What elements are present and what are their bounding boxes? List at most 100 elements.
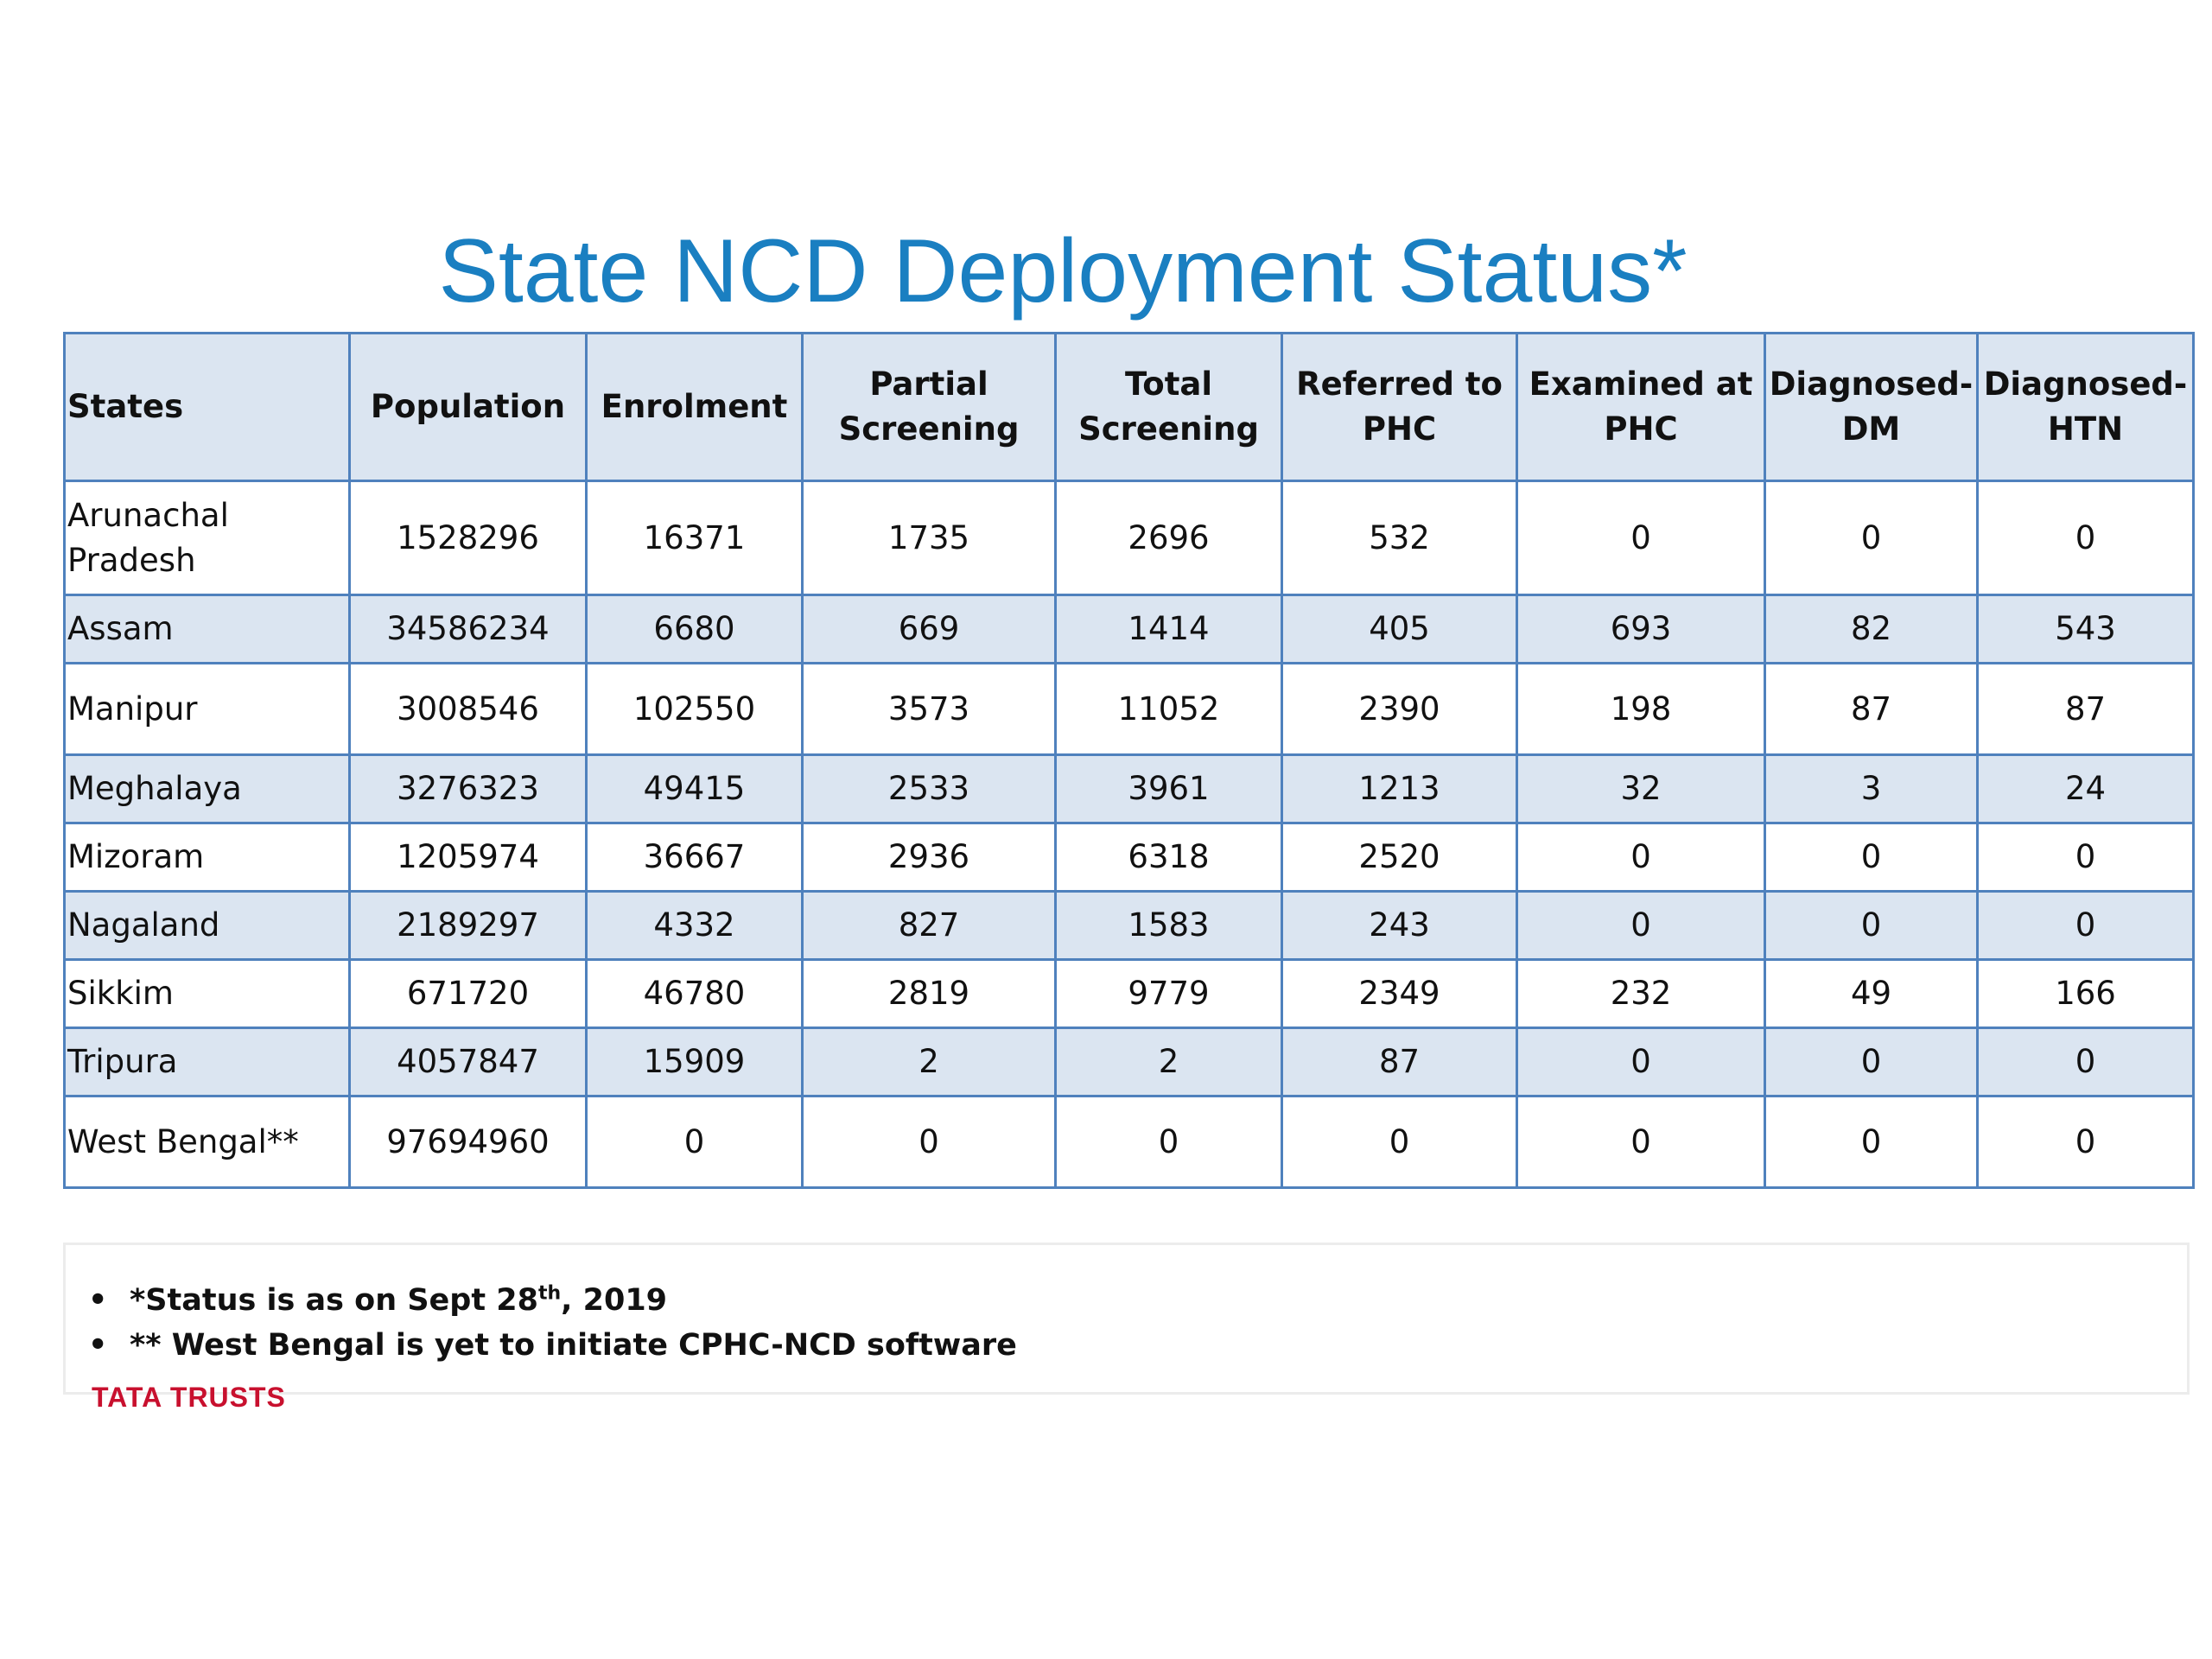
table-row: Nagaland 2189297 4332 827 1583 243 0 0 0: [63, 890, 2195, 961]
state-cell: Tripura: [63, 1027, 351, 1097]
state-cell: West Bengal**: [63, 1095, 351, 1189]
referred-cell: 1213: [1281, 753, 1518, 824]
population-cell: 3008546: [348, 662, 588, 756]
enrolment-cell: 6680: [585, 594, 804, 664]
referred-cell: 2390: [1281, 662, 1518, 756]
examined-cell: 232: [1516, 958, 1766, 1029]
bullet-icon: •: [88, 1283, 108, 1318]
state-cell: Sikkim: [63, 958, 351, 1029]
footnote-status-date: • *Status is as on Sept 28th, 2019: [88, 1278, 1017, 1323]
header-enrolment: Enrolment: [585, 332, 804, 482]
table-row: Meghalaya 3276323 49415 2533 3961 1213 3…: [63, 753, 2195, 824]
partial-screening-cell: 827: [801, 890, 1057, 961]
total-screening-cell: 0: [1054, 1095, 1283, 1189]
examined-cell: 0: [1516, 480, 1766, 596]
enrolment-cell: 16371: [585, 480, 804, 596]
state-cell: Meghalaya: [63, 753, 351, 824]
table-row: Arunachal Pradesh 1528296 16371 1735 2696…: [63, 480, 2195, 596]
examined-cell: 198: [1516, 662, 1766, 756]
population-cell: 1528296: [348, 480, 588, 596]
total-screening-cell: 1414: [1054, 594, 1283, 664]
header-diagnosed-dm: Diagnosed- DM: [1764, 332, 1979, 482]
state-cell: Arunachal Pradesh: [63, 480, 351, 596]
total-screening-cell: 9779: [1054, 958, 1283, 1029]
partial-screening-cell: 0: [801, 1095, 1057, 1189]
population-cell: 671720: [348, 958, 588, 1029]
diagnosed-htn-cell: 0: [1976, 1095, 2195, 1189]
enrolment-cell: 15909: [585, 1027, 804, 1097]
population-cell: 4057847: [348, 1027, 588, 1097]
examined-cell: 0: [1516, 890, 1766, 961]
header-diagnosed-htn: Diagnosed- HTN: [1976, 332, 2195, 482]
diagnosed-dm-cell: 0: [1764, 890, 1979, 961]
examined-cell: 0: [1516, 1027, 1766, 1097]
diagnosed-htn-cell: 543: [1976, 594, 2195, 664]
examined-cell: 693: [1516, 594, 1766, 664]
partial-screening-cell: 2936: [801, 822, 1057, 893]
examined-cell: 0: [1516, 822, 1766, 893]
table-row: Assam 34586234 6680 669 1414 405 693 82 …: [63, 594, 2195, 664]
partial-screening-cell: 2: [801, 1027, 1057, 1097]
bullet-icon: •: [88, 1328, 108, 1363]
header-referred-to-phc: Referred to PHC: [1281, 332, 1518, 482]
enrolment-cell: 46780: [585, 958, 804, 1029]
population-cell: 3276323: [348, 753, 588, 824]
total-screening-cell: 3961: [1054, 753, 1283, 824]
footnotes-box: • *Status is as on Sept 28th, 2019 • ** We…: [63, 1243, 2190, 1395]
page-title: State NCD Deployment Status*: [438, 221, 1688, 321]
diagnosed-dm-cell: 0: [1764, 1027, 1979, 1097]
total-screening-cell: 2696: [1054, 480, 1283, 596]
header-partial-screening: Partial Screening: [801, 332, 1057, 482]
enrolment-cell: 102550: [585, 662, 804, 756]
diagnosed-htn-cell: 24: [1976, 753, 2195, 824]
header-population: Population: [348, 332, 588, 482]
referred-cell: 87: [1281, 1027, 1518, 1097]
enrolment-cell: 36667: [585, 822, 804, 893]
state-cell: Mizoram: [63, 822, 351, 893]
table-row: Tripura 4057847 15909 2 2 87 0 0 0: [63, 1027, 2195, 1097]
enrolment-cell: 49415: [585, 753, 804, 824]
diagnosed-dm-cell: 87: [1764, 662, 1979, 756]
deployment-status-table: States Population Enrolment Partial Scree…: [63, 332, 2195, 1189]
total-screening-cell: 2: [1054, 1027, 1283, 1097]
diagnosed-dm-cell: 0: [1764, 822, 1979, 893]
footnotes-list: • *Status is as on Sept 28th, 2019 • ** We…: [88, 1278, 1017, 1368]
partial-screening-cell: 2819: [801, 958, 1057, 1029]
total-screening-cell: 11052: [1054, 662, 1283, 756]
population-cell: 2189297: [348, 890, 588, 961]
table-header-row: States Population Enrolment Partial Scree…: [63, 332, 2195, 482]
diagnosed-dm-cell: 49: [1764, 958, 1979, 1029]
diagnosed-dm-cell: 0: [1764, 1095, 1979, 1189]
diagnosed-htn-cell: 0: [1976, 480, 2195, 596]
partial-screening-cell: 3573: [801, 662, 1057, 756]
partial-screening-cell: 1735: [801, 480, 1057, 596]
diagnosed-htn-cell: 166: [1976, 958, 2195, 1029]
enrolment-cell: 0: [585, 1095, 804, 1189]
footnote-west-bengal: • ** West Bengal is yet to initiate CPHC-…: [88, 1323, 1017, 1368]
total-screening-cell: 1583: [1054, 890, 1283, 961]
header-states: States: [63, 332, 351, 482]
table-row: Manipur 3008546 102550 3573 11052 2390 1…: [63, 662, 2195, 756]
partial-screening-cell: 669: [801, 594, 1057, 664]
state-cell: Nagaland: [63, 890, 351, 961]
header-examined-at-phc: Examined at PHC: [1516, 332, 1766, 482]
referred-cell: 243: [1281, 890, 1518, 961]
referred-cell: 405: [1281, 594, 1518, 664]
referred-cell: 2349: [1281, 958, 1518, 1029]
partial-screening-cell: 2533: [801, 753, 1057, 824]
diagnosed-htn-cell: 87: [1976, 662, 2195, 756]
referred-cell: 0: [1281, 1095, 1518, 1189]
population-cell: 1205974: [348, 822, 588, 893]
diagnosed-htn-cell: 0: [1976, 1027, 2195, 1097]
enrolment-cell: 4332: [585, 890, 804, 961]
table-row: Sikkim 671720 46780 2819 9779 2349 232 4…: [63, 958, 2195, 1029]
diagnosed-htn-cell: 0: [1976, 890, 2195, 961]
header-total-screening: Total Screening: [1054, 332, 1283, 482]
diagnosed-dm-cell: 0: [1764, 480, 1979, 596]
examined-cell: 32: [1516, 753, 1766, 824]
state-cell: Assam: [63, 594, 351, 664]
population-cell: 97694960: [348, 1095, 588, 1189]
population-cell: 34586234: [348, 594, 588, 664]
examined-cell: 0: [1516, 1095, 1766, 1189]
table-row: Mizoram 1205974 36667 2936 6318 2520 0 0…: [63, 822, 2195, 893]
